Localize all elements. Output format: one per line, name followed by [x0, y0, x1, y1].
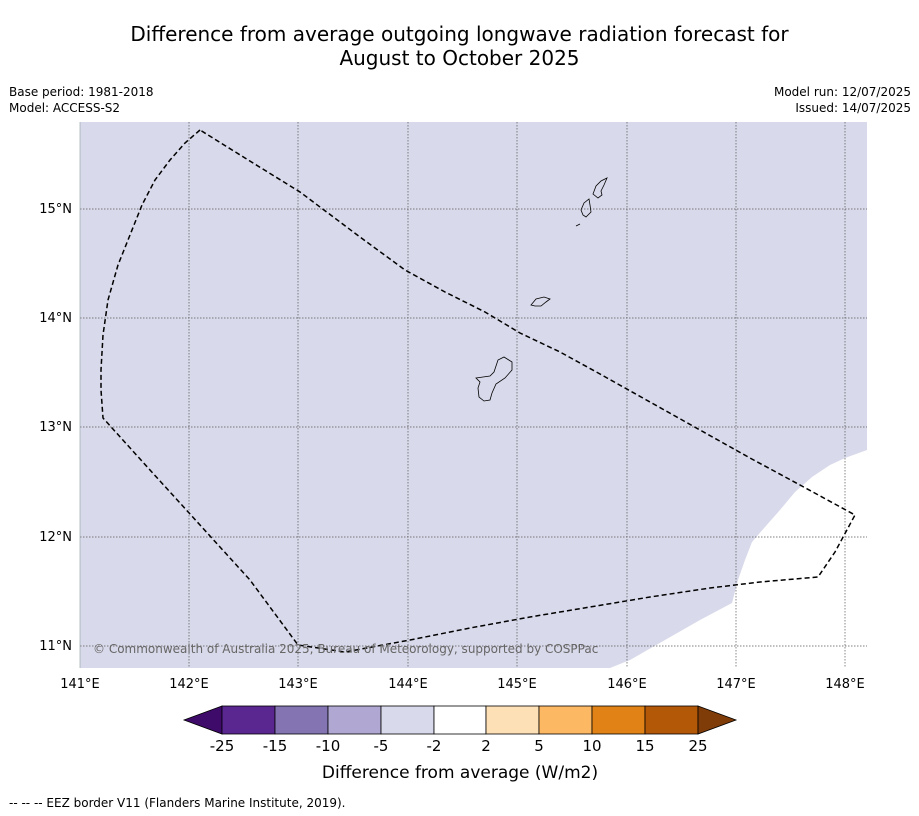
- eez-border: [100, 129, 857, 653]
- colorbar-bin-2: [274, 705, 329, 735]
- lon-tick-143: 143°E: [278, 677, 318, 692]
- model-name: Model: ACCESS-S2: [9, 101, 121, 115]
- model-run: Model run: 12/07/2025: [773, 85, 911, 99]
- lon-tick-148: 148°E: [825, 677, 865, 692]
- cb-tick-8: 15: [635, 737, 654, 755]
- colorbar-bin-4: [380, 705, 435, 735]
- island-saipan: [592, 177, 608, 199]
- map-area: © Commonwealth of Australia 2025, Bureau…: [80, 122, 867, 668]
- island-tinian: [580, 198, 592, 218]
- lon-tick-147: 147°E: [716, 677, 756, 692]
- chart-title: Difference from average outgoing longwav…: [0, 22, 919, 70]
- base-period: Base period: 1981-2018: [9, 85, 154, 99]
- lon-tick-141: 141°E: [60, 677, 100, 692]
- issued-date: Issued: 14/07/2025: [795, 101, 911, 115]
- lat-tick-13: 13°N: [39, 420, 72, 435]
- colorbar-bin-9: [644, 705, 699, 735]
- cb-tick-5: 2: [481, 737, 491, 755]
- colorbar-bin-1: [221, 705, 276, 735]
- island-rota: [530, 296, 551, 307]
- anomaly-region: [80, 122, 867, 668]
- title-line-2: August to October 2025: [339, 46, 580, 70]
- colorbar-bin-6: [485, 705, 540, 735]
- meta-left: Base period: 1981-2018 Model: ACCESS-S2: [9, 84, 154, 116]
- colorbar-bin-5: [433, 705, 487, 735]
- cb-tick-3: -5: [374, 737, 389, 755]
- colorbar-extend-low: [182, 705, 223, 735]
- colorbar-bin-7: [538, 705, 593, 735]
- cb-tick-1: -15: [263, 737, 288, 755]
- copyright-text: © Commonwealth of Australia 2025, Bureau…: [93, 642, 598, 656]
- cb-tick-4: -2: [427, 737, 442, 755]
- meta-right: Model run: 12/07/2025 Issued: 14/07/2025: [774, 84, 911, 116]
- cb-tick-9: 25: [688, 737, 707, 755]
- colorbar-bin-3: [327, 705, 382, 735]
- colorbar-bin-8: [591, 705, 646, 735]
- island-guam: [475, 356, 513, 402]
- cb-tick-6: 5: [534, 737, 544, 755]
- lon-tick-144: 144°E: [388, 677, 428, 692]
- lat-tick-14: 14°N: [39, 311, 72, 326]
- colorbar: [182, 705, 738, 735]
- lat-tick-11: 11°N: [39, 639, 72, 654]
- lon-tick-145: 145°E: [497, 677, 537, 692]
- lat-tick-12: 12°N: [39, 530, 72, 545]
- gridlines: [80, 122, 867, 668]
- lon-tick-146: 146°E: [607, 677, 647, 692]
- colorbar-ticks: -25 -15 -10 -5 -2 2 5 10 15 25: [210, 737, 708, 755]
- cb-tick-0: -25: [210, 737, 235, 755]
- islands: [475, 177, 608, 402]
- axis-labels: 141°E 142°E 143°E 144°E 145°E 146°E 147°…: [39, 202, 865, 692]
- cb-tick-2: -10: [316, 737, 341, 755]
- title-line-1: Difference from average outgoing longwav…: [130, 22, 789, 46]
- colorbar-label: Difference from average (W/m2): [322, 763, 598, 783]
- cb-tick-7: 10: [582, 737, 601, 755]
- lon-tick-142: 142°E: [169, 677, 209, 692]
- map-figure: © Commonwealth of Australia 2025, Bureau…: [39, 122, 867, 783]
- colorbar-extend-high: [697, 705, 738, 735]
- island-aguijan: [575, 223, 581, 227]
- lat-tick-15: 15°N: [39, 202, 72, 217]
- footer-note: -- -- -- EEZ border V11 (Flanders Marine…: [9, 796, 346, 810]
